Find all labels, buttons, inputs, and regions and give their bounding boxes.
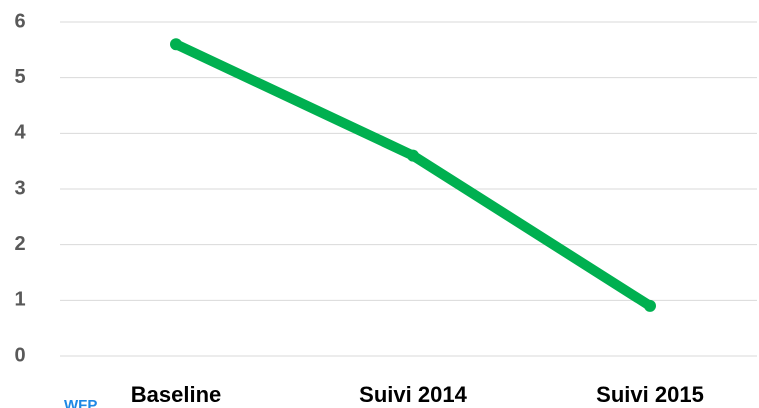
y-tick-label: 3 — [14, 177, 25, 199]
y-tick-label: 2 — [14, 233, 25, 255]
x-tick-label: Suivi 2014 — [359, 382, 467, 407]
y-tick-label: 4 — [14, 122, 26, 144]
y-tick-label: 6 — [14, 10, 25, 32]
data-point — [407, 149, 419, 162]
x-tick-label: Suivi 2015 — [596, 382, 704, 407]
data-point — [170, 38, 182, 51]
x-tick-label: Baseline — [131, 382, 222, 407]
y-tick-label: 1 — [14, 289, 25, 311]
logo-text: WFP — [64, 397, 97, 408]
y-tick-label: 5 — [14, 66, 25, 88]
y-tick-label: 0 — [14, 344, 25, 366]
data-point — [644, 299, 656, 312]
data-line — [171, 39, 655, 311]
